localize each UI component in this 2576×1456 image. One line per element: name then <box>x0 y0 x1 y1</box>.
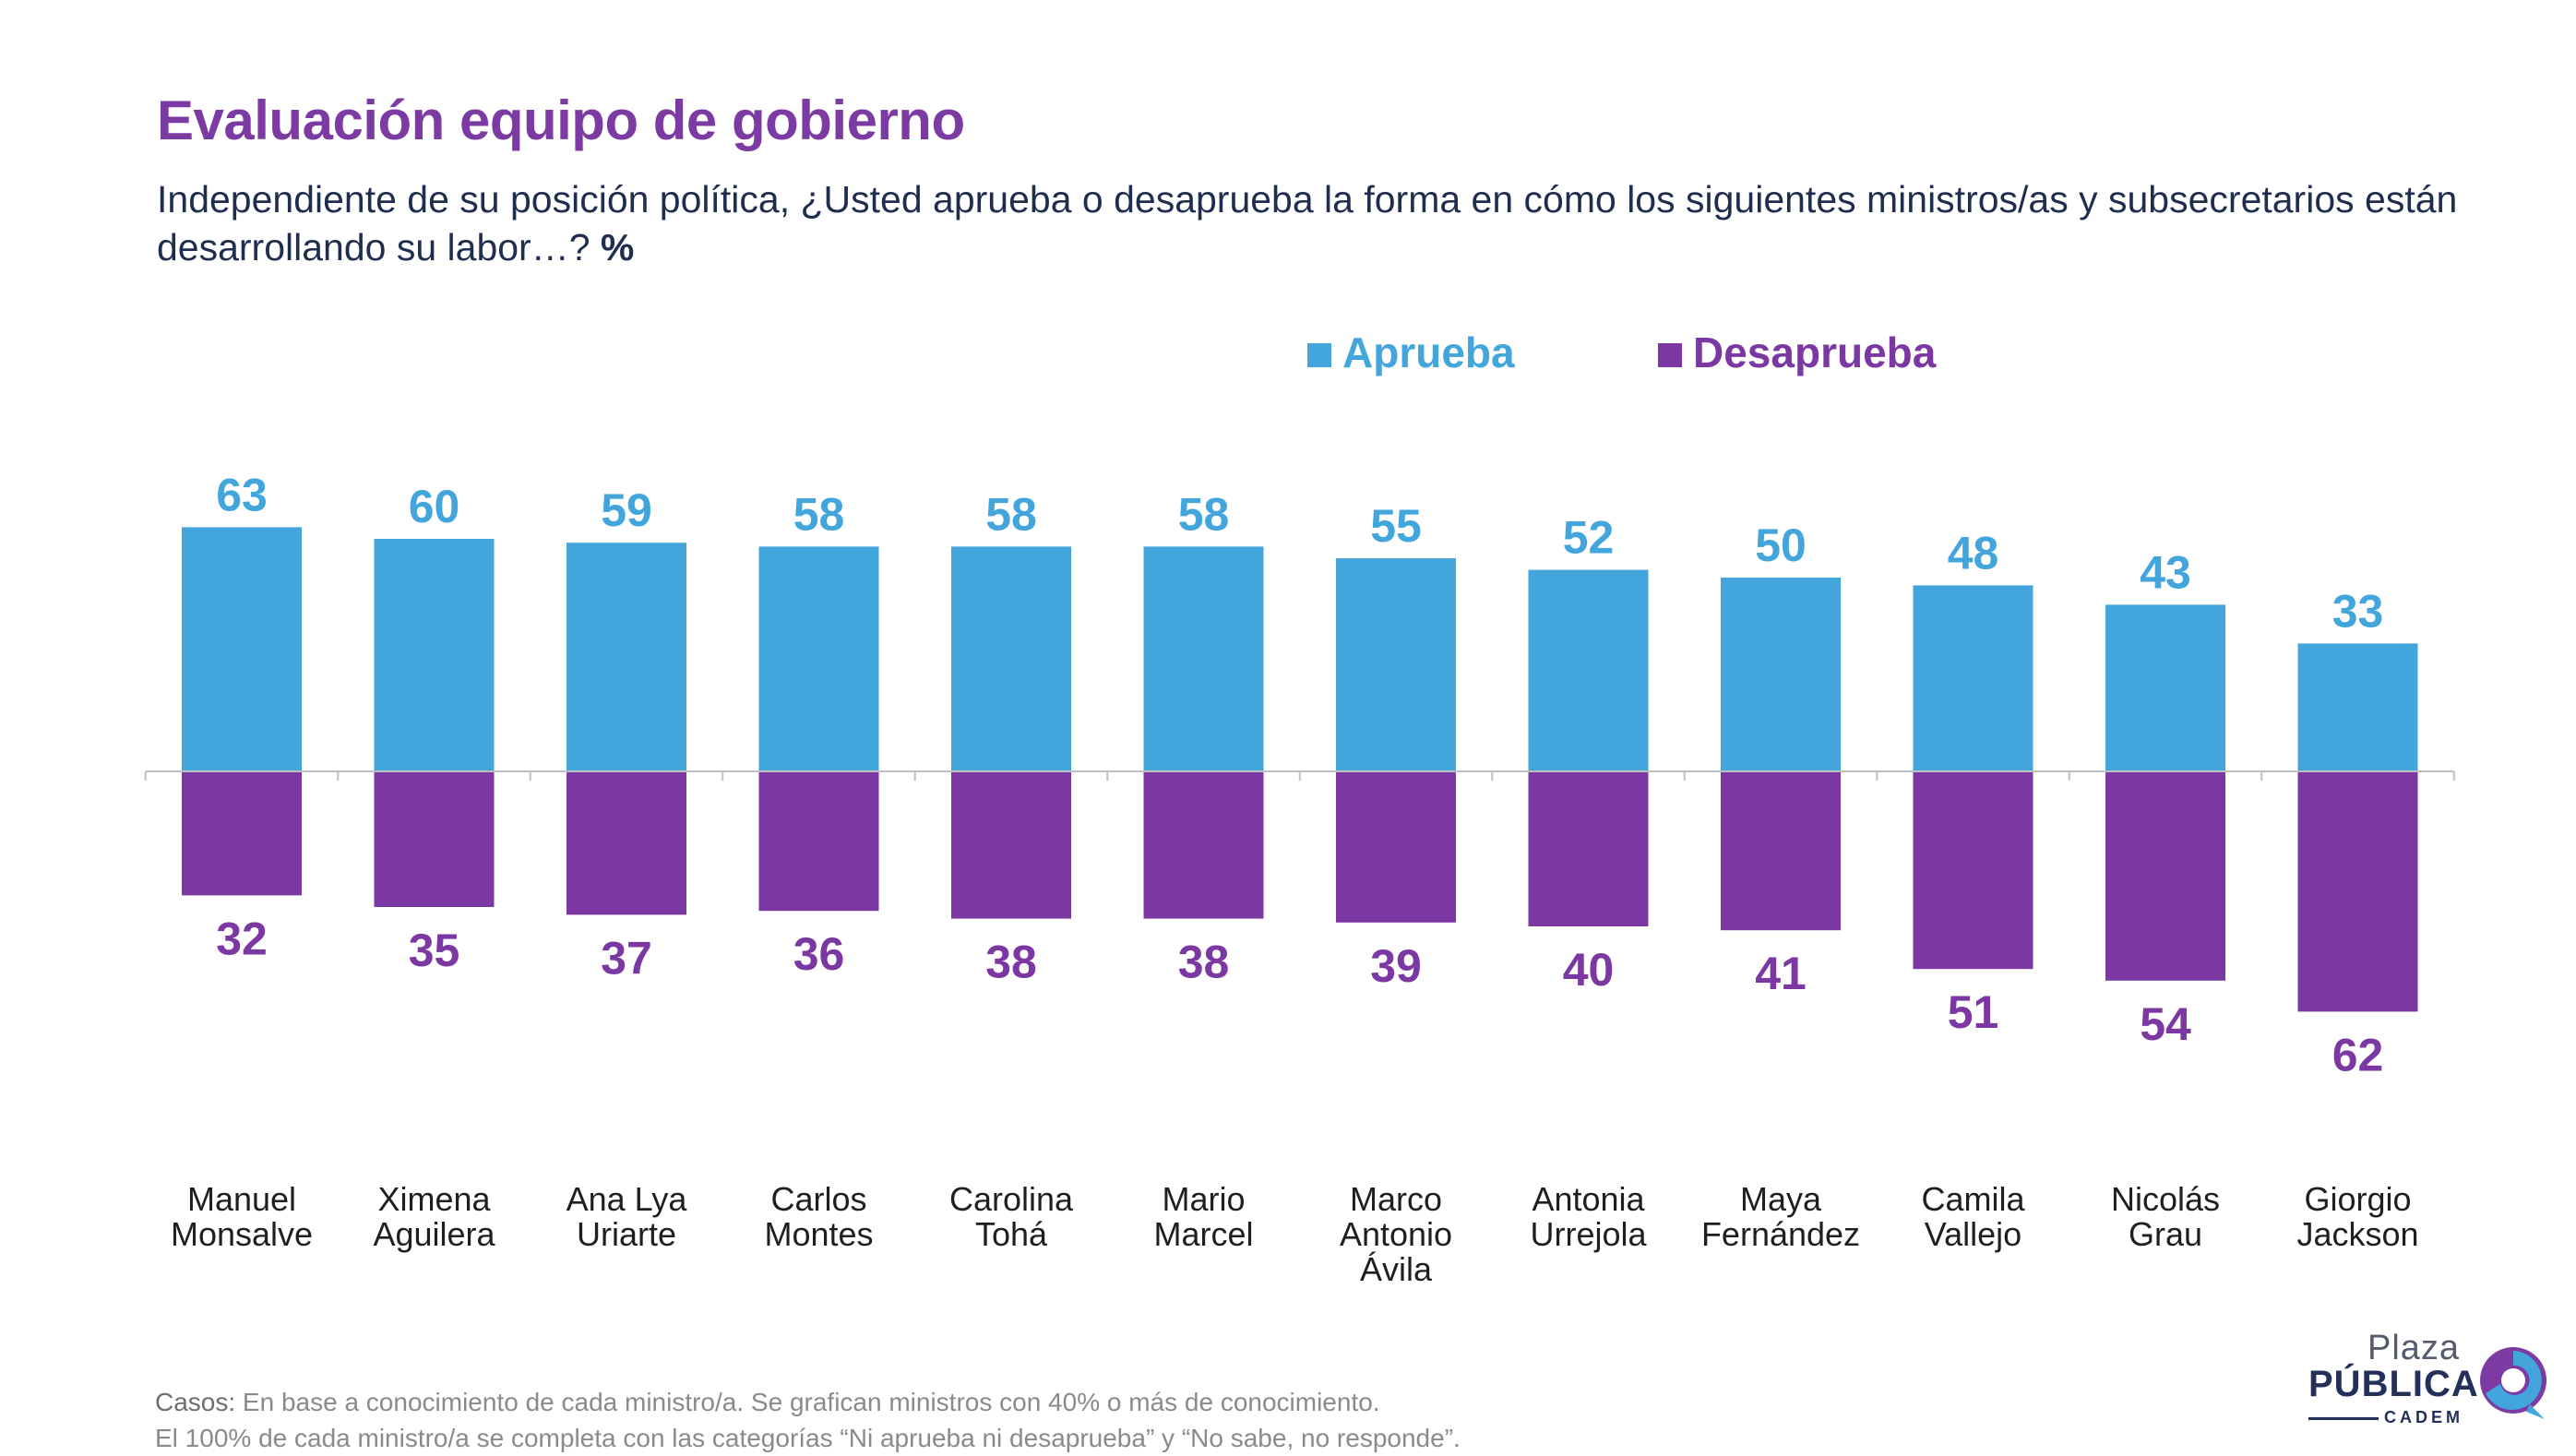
footnote: Casos: En base a conocimiento de cada mi… <box>155 1384 1461 1456</box>
bar-desaprueba <box>1528 771 1649 926</box>
data-label-desaprueba: 62 <box>2332 1029 2384 1080</box>
data-label-desaprueba: 51 <box>1948 986 1999 1038</box>
bar-desaprueba <box>1143 771 1264 919</box>
category-label: Giorgio Jackson <box>2296 1180 2418 1253</box>
data-label-aprueba: 43 <box>2140 546 2191 598</box>
bar-desaprueba <box>2105 771 2225 981</box>
data-label-desaprueba: 39 <box>1370 940 1422 992</box>
legend-swatch-desaprueba <box>1658 343 1682 367</box>
footnote-text-1: En base a conocimiento de cada ministro/… <box>235 1388 1380 1416</box>
data-label-desaprueba: 40 <box>1563 944 1615 996</box>
bar-desaprueba <box>566 771 686 915</box>
data-label-aprueba: 48 <box>1948 527 1999 579</box>
data-label-aprueba: 60 <box>409 481 460 532</box>
data-label-desaprueba: 37 <box>601 932 652 984</box>
data-label-desaprueba: 54 <box>2140 998 2191 1050</box>
legend-label-aprueba: Aprueba <box>1342 328 1515 376</box>
category-label: Ximena Aguilera <box>373 1180 495 1253</box>
category-label: Maya Fernández <box>1701 1180 1860 1253</box>
category-label: Marco Antonio Ávila <box>1340 1180 1452 1288</box>
data-label-aprueba: 58 <box>985 488 1037 540</box>
data-label-aprueba: 58 <box>1178 488 1230 540</box>
category-label: Carolina Tohá <box>949 1180 1074 1253</box>
bar-aprueba <box>566 543 686 771</box>
bar-aprueba <box>182 527 302 771</box>
bar-aprueba <box>1336 558 1456 771</box>
data-label-aprueba: 58 <box>793 488 845 540</box>
data-label-aprueba: 63 <box>216 469 268 520</box>
bar-desaprueba <box>951 771 1071 919</box>
data-label-desaprueba: 36 <box>793 928 845 980</box>
bar-aprueba <box>2297 643 2418 771</box>
logo-word-cadem: CADEM <box>2384 1408 2463 1426</box>
category-label: Mario Marcel <box>1153 1180 1253 1253</box>
logo-word-publica: PÚBLICA <box>2308 1364 2479 1404</box>
approval-bar-chart: Aprueba Desaprueba 63 32 Manuel Monsalve 60 35 X… <box>144 328 2455 1288</box>
data-label-aprueba: 33 <box>2332 585 2384 637</box>
bar-desaprueba <box>374 771 495 907</box>
bar-aprueba <box>2105 604 2225 771</box>
bar-aprueba <box>1913 585 2033 771</box>
bar-aprueba <box>758 546 879 771</box>
data-label-aprueba: 52 <box>1563 512 1615 564</box>
legend-label-desaprueba: Desaprueba <box>1693 328 1937 376</box>
logo-swirl-icon <box>2480 1347 2546 1419</box>
footnote-line-2: El 100% de cada ministro/a se completa c… <box>155 1424 1461 1452</box>
legend-swatch-aprueba <box>1307 343 1331 367</box>
subtitle-text: Independiente de su posición política, ¿… <box>157 178 2458 269</box>
subtitle-unit: % <box>600 226 635 269</box>
data-label-desaprueba: 35 <box>409 925 460 976</box>
logo-word-plaza: Plaza <box>2367 1329 2461 1367</box>
bar-desaprueba <box>1721 771 1841 931</box>
footnote-casos-label: Casos: <box>155 1388 236 1416</box>
bar-aprueba <box>1143 546 1264 771</box>
bar-desaprueba <box>1913 771 2033 970</box>
bar-desaprueba <box>758 771 879 912</box>
logo-rule <box>2308 1417 2379 1420</box>
data-label-aprueba: 59 <box>601 484 652 536</box>
data-label-desaprueba: 38 <box>985 937 1037 988</box>
bar-desaprueba <box>2297 771 2418 1012</box>
plaza-publica-cadem-logo: Plaza PÚBLICA CADEM <box>2307 1329 2556 1426</box>
bar-aprueba <box>374 539 495 771</box>
bar-aprueba <box>1528 569 1649 771</box>
data-label-aprueba: 50 <box>1755 519 1807 571</box>
data-label-desaprueba: 38 <box>1178 937 1230 988</box>
data-label-desaprueba: 32 <box>216 913 268 964</box>
data-label-desaprueba: 41 <box>1755 948 1807 999</box>
bar-aprueba <box>951 546 1071 771</box>
data-label-aprueba: 55 <box>1370 500 1422 552</box>
category-label: Carlos Montes <box>764 1180 873 1253</box>
bar-aprueba <box>1721 578 1841 771</box>
category-label: Manuel Monsalve <box>171 1180 313 1253</box>
bar-desaprueba <box>1336 771 1456 923</box>
chart-title: Evaluación equipo de gobierno <box>157 90 965 151</box>
category-label: Nicolás Grau <box>2111 1180 2220 1253</box>
footnote-line-1: Casos: En base a conocimiento de cada mi… <box>155 1384 1461 1420</box>
category-label: Antonia Urrejola <box>1530 1180 1647 1253</box>
bar-desaprueba <box>182 771 302 896</box>
chart-subtitle: Independiente de su posición política, ¿… <box>157 175 2463 271</box>
category-label: Camila Vallejo <box>1921 1180 2025 1253</box>
category-label: Ana Lya Uriarte <box>566 1180 688 1253</box>
